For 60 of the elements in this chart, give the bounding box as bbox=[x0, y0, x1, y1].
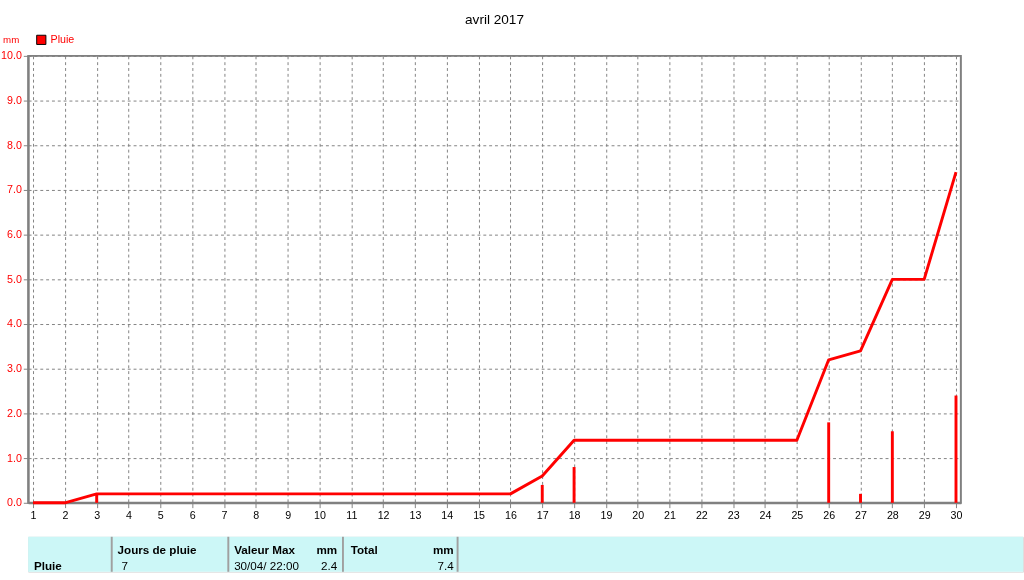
x-tick-label: 11 bbox=[346, 508, 358, 521]
text: Valeur Max bbox=[234, 543, 296, 557]
x-tick-label: 30 bbox=[950, 508, 963, 521]
text: mm bbox=[433, 543, 454, 557]
line-series bbox=[31, 170, 958, 505]
x-tick-label: 8 bbox=[253, 508, 260, 521]
text: Pluie bbox=[34, 558, 63, 572]
x-tick-label: 1 bbox=[30, 508, 37, 521]
text: 7.4 bbox=[437, 558, 455, 572]
y-tick-label: 0.0 bbox=[7, 496, 22, 509]
x-tick-label: 29 bbox=[918, 508, 931, 521]
bar bbox=[827, 422, 831, 503]
bar bbox=[859, 493, 862, 503]
x-tick-label: 16 bbox=[504, 508, 517, 521]
x-tick-label: 26 bbox=[823, 508, 836, 521]
x-tick-label: 17 bbox=[536, 508, 549, 521]
x-tick-label: 23 bbox=[727, 508, 740, 521]
y-tick-label: 3.0 bbox=[7, 362, 22, 375]
y-tick-label: 6.0 bbox=[7, 228, 22, 241]
x-tick-label: 19 bbox=[600, 508, 613, 521]
x-tick-label: 2 bbox=[62, 508, 69, 521]
x-tick-label: 6 bbox=[189, 508, 196, 521]
x-tick-label: 22 bbox=[695, 508, 708, 521]
x-tick-label: 12 bbox=[377, 508, 390, 521]
x-tick-label: 21 bbox=[664, 508, 677, 521]
x-tick-label: 25 bbox=[791, 508, 804, 521]
text: Total bbox=[350, 543, 378, 557]
x-tick-label: 15 bbox=[473, 508, 486, 521]
x-tick-label: 20 bbox=[632, 508, 645, 521]
bar bbox=[540, 484, 544, 503]
y-tick-label: 5.0 bbox=[7, 272, 22, 285]
x-tick-label: 27 bbox=[855, 508, 867, 521]
x-tick-label: 7 bbox=[221, 508, 228, 521]
x-tick-label: 18 bbox=[568, 508, 581, 521]
y-tick-label: 7.0 bbox=[7, 183, 22, 196]
y-tick-label: 2.0 bbox=[7, 406, 22, 419]
y-tick-label: 4.0 bbox=[7, 317, 22, 330]
x-tick-label: 5 bbox=[157, 508, 164, 521]
text: 7 bbox=[121, 558, 128, 572]
x-tick-label: 28 bbox=[886, 508, 899, 521]
text: 30/04/ 22:00 bbox=[234, 558, 300, 572]
x-tick-label: 4 bbox=[126, 508, 133, 521]
x-tick-label: 24 bbox=[759, 508, 772, 521]
bar bbox=[890, 431, 894, 503]
x-tick-label: 10 bbox=[314, 508, 326, 521]
x-tick-label: 3 bbox=[94, 508, 101, 521]
y-axis-title: mm bbox=[3, 33, 20, 45]
y-tick-label: 10.0 bbox=[1, 49, 22, 62]
y-tick-label: 1.0 bbox=[7, 451, 22, 464]
y-tick-label: 9.0 bbox=[7, 93, 22, 106]
text: mm bbox=[316, 543, 338, 557]
bar bbox=[572, 467, 576, 503]
chart-title: avril 2017 bbox=[465, 11, 524, 27]
x-tick-label: 14 bbox=[441, 508, 454, 521]
text: 2.4 bbox=[320, 558, 338, 572]
text: Jours de pluie bbox=[117, 543, 197, 557]
x-tick-label: 13 bbox=[409, 508, 422, 521]
y-tick-label: 8.0 bbox=[7, 138, 22, 151]
x-tick-label: 9 bbox=[285, 508, 292, 521]
legend-label: Pluie bbox=[50, 32, 75, 45]
